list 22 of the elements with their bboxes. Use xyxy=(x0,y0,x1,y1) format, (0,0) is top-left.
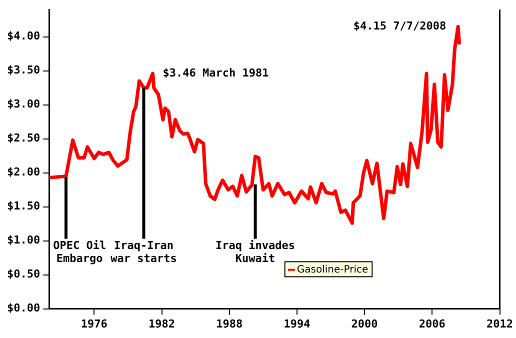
y-tick-label: $3.00 xyxy=(6,98,40,111)
y-tick-label: $4.00 xyxy=(6,30,40,43)
legend-label: Gasoline-Price xyxy=(296,264,368,276)
x-tick-label: 1982 xyxy=(148,317,176,330)
x-tick-label: 2012 xyxy=(486,317,514,330)
x-tick-label: 1988 xyxy=(216,317,243,330)
y-tick-label: $3.50 xyxy=(6,64,40,77)
x-tick-label: 2006 xyxy=(418,317,446,330)
y-tick-label: $2.50 xyxy=(6,132,40,145)
y-tick-label: $0.00 xyxy=(6,302,40,315)
annotation: OPEC Oil Embargo xyxy=(53,239,106,266)
y-tick-label: $0.50 xyxy=(6,268,40,281)
x-tick-label: 1976 xyxy=(80,317,108,330)
y-tick-label: $1.00 xyxy=(6,234,40,247)
annotation: Iraq-Iran war starts xyxy=(110,239,177,266)
annotation: $3.46 March 1981 xyxy=(162,66,270,80)
x-tick-label: 1994 xyxy=(284,317,311,330)
x-tick-label: 2000 xyxy=(351,317,378,330)
y-tick-label: $1.50 xyxy=(6,200,40,213)
annotation: Iraq invades Kuwait xyxy=(216,239,296,266)
y-tick-label: $2.00 xyxy=(6,166,40,179)
annotation: $4.15 7/7/2008 xyxy=(353,19,446,32)
